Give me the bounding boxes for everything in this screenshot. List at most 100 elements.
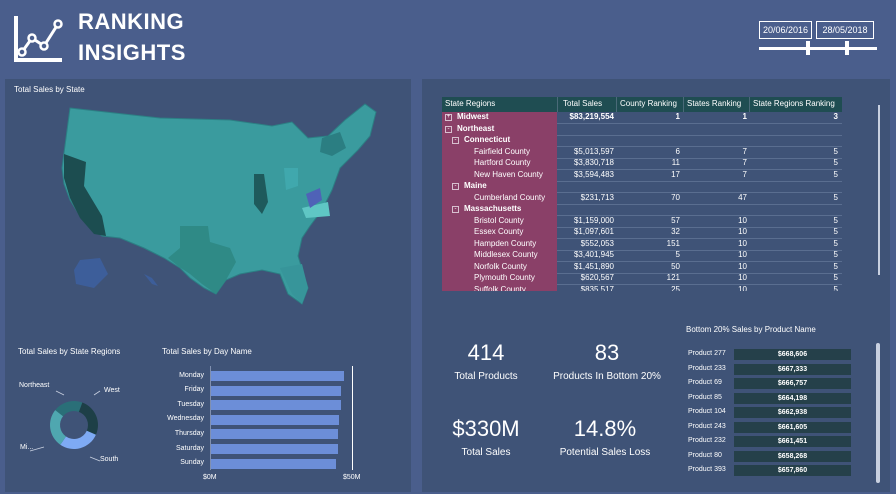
column-header-states-ranking[interactable]: States Ranking	[687, 99, 742, 108]
row-divider	[557, 157, 842, 159]
collapse-icon[interactable]: -	[452, 183, 459, 190]
states-ranking-cell: 10	[738, 250, 747, 259]
total-sales-cell: $1,451,890	[573, 261, 614, 271]
table-row[interactable]: - Northeast	[442, 124, 842, 136]
state-regions-ranking-cell: 5	[833, 261, 838, 271]
product-name: Product 277	[688, 350, 726, 357]
table-row[interactable]: Hampden County $552,053 151 10 5	[442, 239, 842, 251]
table-scrollbar[interactable]	[876, 97, 882, 287]
map-state-virginia	[302, 202, 330, 218]
table-row[interactable]: Middlesex County $3,401,945 5 10 5	[442, 250, 842, 262]
table-row[interactable]: - Maine	[442, 181, 842, 193]
state-regions-ranking-cell: 5	[833, 169, 838, 179]
county-ranking-cell: 32	[671, 227, 680, 236]
column-header-county-ranking[interactable]: County Ranking	[620, 99, 677, 108]
row-header-name: Cumberland County	[474, 192, 546, 202]
table-row[interactable]: Essex County $1,097,601 32 10 5	[442, 227, 842, 239]
column-divider	[557, 97, 558, 112]
day-bar[interactable]	[211, 458, 337, 469]
product-row[interactable]: Product 80 $658,268	[684, 450, 852, 463]
table-row[interactable]: Fairfield County $5,013,597 6 7 5	[442, 147, 842, 159]
donut-slice-midwest[interactable]	[50, 410, 67, 445]
product-sales-value: $661,451	[734, 436, 851, 447]
state-regions-ranking-cell: 5	[833, 250, 838, 259]
date-start-input[interactable]: 20/06/2016	[759, 21, 812, 39]
line-chart-icon	[14, 16, 63, 62]
states-ranking-cell: 7	[742, 158, 747, 167]
us-states-map[interactable]	[40, 98, 390, 308]
day-bar[interactable]	[211, 429, 338, 440]
state-regions-donut-chart[interactable]	[10, 365, 140, 475]
row-divider	[557, 134, 842, 136]
product-row[interactable]: Product 85 $664,198	[684, 392, 852, 405]
collapse-icon[interactable]: -	[452, 206, 459, 213]
product-row[interactable]: Product 233 $667,333	[684, 363, 852, 376]
states-ranking-cell: 7	[742, 169, 747, 179]
total-sales-cell: $3,401,945	[573, 250, 614, 259]
table-row[interactable]: - Massachusetts	[442, 204, 842, 216]
county-ranking-cell: 6	[675, 146, 680, 156]
row-divider	[557, 146, 842, 147]
donut-slice-south[interactable]	[60, 430, 96, 449]
report-header: RANKING INSIGHTS 20/06/2016 28/05/2018	[0, 0, 896, 76]
y-axis-tick-label: Monday	[179, 371, 204, 379]
table-row[interactable]: - Connecticut	[442, 135, 842, 147]
donut-label-west: West	[104, 387, 120, 394]
day-bar[interactable]	[211, 385, 341, 396]
products-scrollbar[interactable]	[876, 343, 880, 483]
expand-icon[interactable]: +	[445, 114, 452, 121]
row-divider	[557, 261, 842, 262]
day-bar[interactable]	[211, 400, 341, 411]
map-title: Total Sales by State	[14, 85, 85, 94]
product-row[interactable]: Product 69 $666,757	[684, 378, 852, 390]
table-row[interactable]: Plymouth County $620,567 121 10 5	[442, 273, 842, 285]
column-header-state-regions[interactable]: State Regions	[445, 99, 496, 108]
county-ranking-cell: 25	[671, 284, 680, 292]
county-ranking-cell: 57	[671, 215, 680, 225]
row-divider	[557, 238, 842, 239]
donut-slice-northeast[interactable]	[55, 401, 83, 417]
date-range-slider[interactable]	[759, 47, 877, 50]
total-sales-cell: $620,567	[580, 273, 614, 282]
date-slider-end-handle[interactable]	[845, 41, 849, 55]
day-bar[interactable]	[211, 371, 344, 381]
product-row[interactable]: Product 243 $661,605	[684, 421, 852, 434]
column-divider	[616, 97, 617, 112]
collapse-icon[interactable]: -	[452, 137, 459, 144]
product-row[interactable]: Product 393 $657,860	[684, 465, 852, 477]
row-header-name: Connecticut	[464, 135, 511, 144]
date-end-input[interactable]: 28/05/2018	[816, 21, 874, 39]
table-row[interactable]: New Haven County $3,594,483 17 7 5	[442, 170, 842, 182]
total-sales-cell: $835,517	[580, 284, 614, 292]
column-header-state-regions-ranking[interactable]: State Regions Ranking	[753, 99, 835, 108]
rankings-matrix-table[interactable]: State Regions Total Sales County Ranking…	[442, 97, 844, 291]
map-state-west-virginia	[306, 188, 322, 208]
row-header-name: Middlesex County	[474, 250, 538, 259]
day-bar[interactable]	[211, 414, 340, 425]
row-header-name: Plymouth County	[474, 273, 535, 282]
product-row[interactable]: Product 104 $662,938	[684, 407, 852, 419]
day-bar[interactable]	[211, 444, 338, 454]
product-row[interactable]: Product 277 $668,606	[684, 349, 852, 361]
county-ranking-cell: 11	[671, 158, 680, 167]
report-title-line-1: RANKING	[78, 9, 185, 34]
product-sales-value: $657,860	[734, 465, 851, 476]
total-sales-cell: $3,594,483	[573, 169, 614, 179]
table-row[interactable]: Bristol County $1,159,000 57 10 5	[442, 216, 842, 228]
date-slider-start-handle[interactable]	[806, 41, 810, 55]
bottom-products-title: Bottom 20% Sales by Product Name	[686, 325, 816, 334]
y-axis-tick-label: Friday	[184, 386, 204, 394]
states-ranking-cell: 10	[738, 273, 747, 282]
column-header-total-sales[interactable]: Total Sales	[563, 99, 603, 108]
x-axis-tick-label: $50M	[343, 474, 361, 481]
table-row[interactable]: Cumberland County $231,713 70 47 5	[442, 193, 842, 205]
y-axis-tick-label: Saturday	[175, 444, 204, 452]
table-row[interactable]: + Midwest $83,219,554 1 1 3	[442, 112, 842, 124]
table-scrollbar-thumb[interactable]	[878, 105, 880, 275]
donut-slice-west[interactable]	[78, 402, 98, 435]
table-row[interactable]: Norfolk County $1,451,890 50 10 5	[442, 262, 842, 274]
table-row[interactable]: Hartford County $3,830,718 11 7 5	[442, 158, 842, 170]
table-row[interactable]: Suffolk County $835,517 25 10 5	[442, 285, 842, 292]
product-row[interactable]: Product 232 $661,451	[684, 436, 852, 448]
collapse-icon[interactable]: -	[445, 125, 452, 133]
